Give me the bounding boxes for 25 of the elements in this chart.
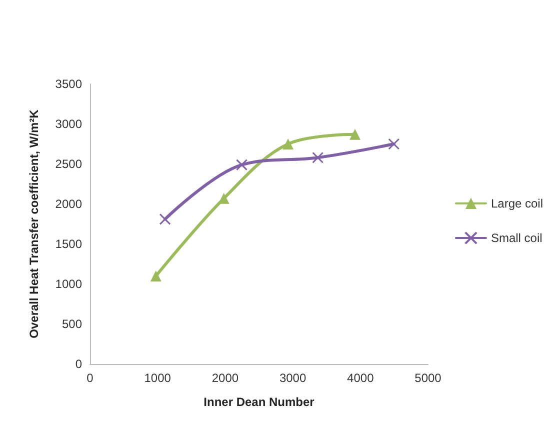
point	[150, 270, 162, 282]
y-tick-label: 500	[62, 317, 82, 331]
y-tick-label: 3500	[55, 77, 82, 91]
legend-label: Small coil	[490, 231, 542, 245]
point	[312, 152, 324, 164]
y-axis-title: Overall Heat Transfer coefficient, W/m²K	[27, 109, 41, 338]
x-tick-label: 3000	[279, 371, 306, 385]
y-tick-label: 0	[75, 357, 82, 371]
point	[159, 213, 171, 225]
x-tick-label: 5000	[414, 371, 442, 385]
point	[236, 159, 248, 171]
legend-label: Large coil	[490, 196, 543, 210]
x-tick-label: 2000	[212, 371, 239, 385]
y-tick-label: 1000	[55, 277, 82, 291]
y-tick-label: 3000	[55, 117, 82, 131]
y-tick-label: 2500	[55, 157, 82, 171]
point	[388, 138, 400, 150]
x-tick-label: 0	[86, 371, 94, 385]
y-tick-label: 2000	[55, 197, 82, 211]
point	[349, 128, 360, 140]
point	[282, 138, 294, 150]
x-axis-title: Inner Dean Number	[204, 395, 315, 409]
y-tick-label: 1500	[55, 237, 82, 251]
x-tick-label: 4000	[347, 371, 374, 385]
x-tick-label: 1000	[144, 371, 172, 385]
